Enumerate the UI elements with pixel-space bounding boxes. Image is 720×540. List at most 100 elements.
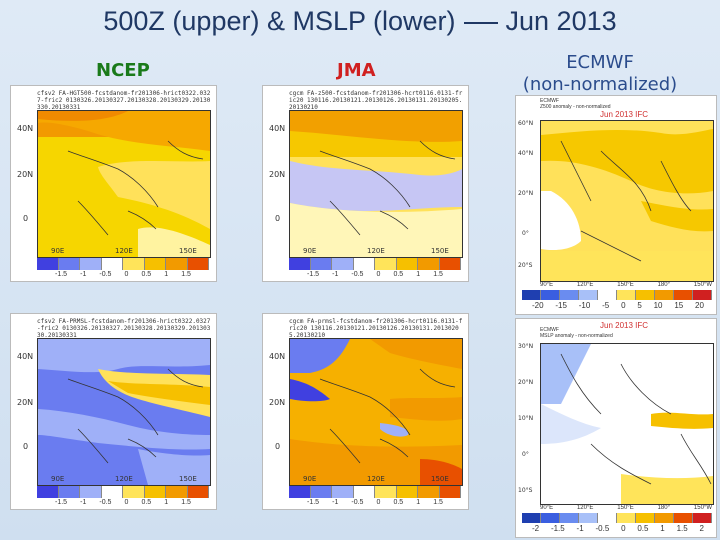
ecmwf-lower-xaxis: 90°E 120°E 150°E 180° 150°W xyxy=(540,505,712,511)
ncep-lower-field xyxy=(38,339,210,485)
title-left: 500Z (upper) & MSLP (lower) xyxy=(103,6,456,36)
ylabel: 60°N xyxy=(518,120,534,127)
title-right: Jun 2013 xyxy=(505,6,617,36)
scale-label: -1 xyxy=(332,499,339,506)
ecmwf-lower-hdr1: ECMWF xyxy=(540,327,559,333)
jma-upper-panel: cgcm FA-z500-fcstdanom-fr201306-hcrt0116… xyxy=(262,85,469,282)
scale-label: -20 xyxy=(532,301,544,310)
jma-upper-field xyxy=(290,111,462,257)
xlabel: 150°W xyxy=(693,282,712,288)
ylabel: 40N xyxy=(269,124,286,133)
ylabel: 20°N xyxy=(518,190,534,197)
scale-label: -15 xyxy=(555,301,567,310)
xlabel: 150°E xyxy=(617,505,634,511)
xlabel: 120E xyxy=(367,475,385,483)
scale-label: -1 xyxy=(332,271,339,278)
scale-label: 1 xyxy=(164,271,169,278)
ncep-lower-map xyxy=(37,338,211,486)
ecmwf-label-line1: ECMWF xyxy=(566,52,634,73)
scale-label: -1 xyxy=(80,499,87,506)
scale-label: 5 xyxy=(637,301,642,310)
scale-label: -0.5 xyxy=(351,271,364,278)
scale-label: -0.5 xyxy=(351,499,364,506)
ncep-lower-scale: -1.5 -1 -0.5 0 0.5 1 1.5 xyxy=(55,499,191,506)
ylabel: 20N xyxy=(269,398,286,407)
ylabel: 0 xyxy=(23,214,29,223)
jma-lower-colorbar xyxy=(289,486,461,498)
xlabel: 180° xyxy=(657,282,671,288)
ncep-upper-panel: cfsv2 FA-HGT500-fcstdanom-fr201306-hrict… xyxy=(10,85,217,282)
xlabel: 120E xyxy=(367,247,385,255)
scale-label: 1.5 xyxy=(181,271,191,278)
jma-lower-field xyxy=(290,339,462,485)
scale-label: 2 xyxy=(699,524,704,533)
scale-label: 0 xyxy=(124,271,129,278)
ecmwf-lower-map xyxy=(540,343,714,505)
ncep-lower-panel: cfsv2 FA-PRMSL-fcstdanom-fr201306-hrict0… xyxy=(10,313,217,510)
scale-label: 1.5 xyxy=(433,499,443,506)
jma-lower-header: cgcm FA-prmsl-fcstdanom-fr201306-hcrt011… xyxy=(289,318,463,338)
scale-label: -0.5 xyxy=(595,524,610,533)
ecmwf-upper-colorbar xyxy=(522,290,712,300)
xlabel: 90E xyxy=(51,475,65,483)
jma-lower-map xyxy=(289,338,463,486)
scale-label: 1 xyxy=(164,499,169,506)
scale-label: 1.5 xyxy=(676,524,688,533)
scale-label: 0 xyxy=(124,499,129,506)
ecmwf-label-line2: (non-normalized) xyxy=(522,74,678,95)
ecmwf-lower-scale: -2 -1.5 -1 -0.5 0 0.5 1 1.5 2 xyxy=(532,524,704,533)
slide-title: 500Z (upper) & MSLP (lower) Jun 2013 xyxy=(0,6,720,37)
scale-label: 1 xyxy=(416,499,421,506)
scale-label: 20 xyxy=(695,301,704,310)
ylabel: 20°S xyxy=(518,262,533,269)
ecmwf-upper-scale: -20 -15 -10 -5 0 5 10 15 20 xyxy=(532,301,704,310)
ecmwf-lower-date: Jun 2013 IFC xyxy=(600,321,649,330)
ncep-upper-colorbar xyxy=(37,258,209,270)
scale-label: -0.5 xyxy=(99,271,112,278)
scale-label: -1.5 xyxy=(55,271,68,278)
jma-upper-header: cgcm FA-z500-fcstdanom-fr201306-hcrt0116… xyxy=(289,90,463,110)
ecmwf-lower-hdr2: MSLP anomaly - non-normalized xyxy=(540,333,613,339)
xlabel: 150E xyxy=(431,475,449,483)
xlabel: 150E xyxy=(179,475,197,483)
ncep-upper-scale: -1.5 -1 -0.5 0 0.5 1 1.5 xyxy=(55,271,191,278)
scale-label: -5 xyxy=(602,301,610,310)
scale-label: 0 xyxy=(376,499,381,506)
scale-label: -10 xyxy=(578,301,591,310)
ncep-upper-field xyxy=(38,111,210,257)
ecmwf-upper-field xyxy=(541,129,713,281)
ylabel: 0 xyxy=(275,214,281,223)
ylabel: 40°N xyxy=(518,150,534,157)
scale-label: -1 xyxy=(80,271,87,278)
title-dash xyxy=(463,21,498,24)
ncep-label: NCEP xyxy=(96,60,150,81)
scale-label: -1.5 xyxy=(55,499,68,506)
scale-label: 0.5 xyxy=(637,524,649,533)
ylabel: 0 xyxy=(23,442,29,451)
ncep-lower-header: cfsv2 FA-PRMSL-fcstdanom-fr201306-hrict0… xyxy=(37,318,211,338)
xlabel: 120E xyxy=(115,475,133,483)
jma-lower-scale: -1.5 -1 -0.5 0 0.5 1 1.5 xyxy=(307,499,443,506)
ncep-lower-colorbar xyxy=(37,486,209,498)
ylabel: 40N xyxy=(17,352,34,361)
xlabel: 150E xyxy=(431,247,449,255)
ecmwf-lower-colorbar xyxy=(522,513,712,523)
scale-label: 0 xyxy=(621,301,626,310)
scale-label: 0 xyxy=(621,524,626,533)
scale-label: -1.5 xyxy=(307,271,320,278)
ncep-upper-header: cfsv2 FA-HGT500-fcstdanom-fr201306-hrict… xyxy=(37,90,211,110)
scale-label: -2 xyxy=(532,524,540,533)
xlabel: 150E xyxy=(179,247,197,255)
ecmwf-upper-hdr1: ECMWF xyxy=(540,98,559,104)
xlabel: 150°W xyxy=(693,505,712,511)
scale-label: 10 xyxy=(653,301,663,310)
scale-label: 0.5 xyxy=(141,499,152,506)
ecmwf-upper-panel: ECMWF Z500 anomaly - non-normalized Jun … xyxy=(515,95,717,315)
xlabel: 120E xyxy=(115,247,133,255)
scale-label: 1.5 xyxy=(181,499,191,506)
xlabel: 150°E xyxy=(617,282,634,288)
scale-label: 15 xyxy=(674,301,684,310)
ylabel: 20°N xyxy=(518,379,534,386)
ylabel: 20N xyxy=(17,398,34,407)
ecmwf-label: ECMWF (non-normalized) xyxy=(510,52,690,96)
